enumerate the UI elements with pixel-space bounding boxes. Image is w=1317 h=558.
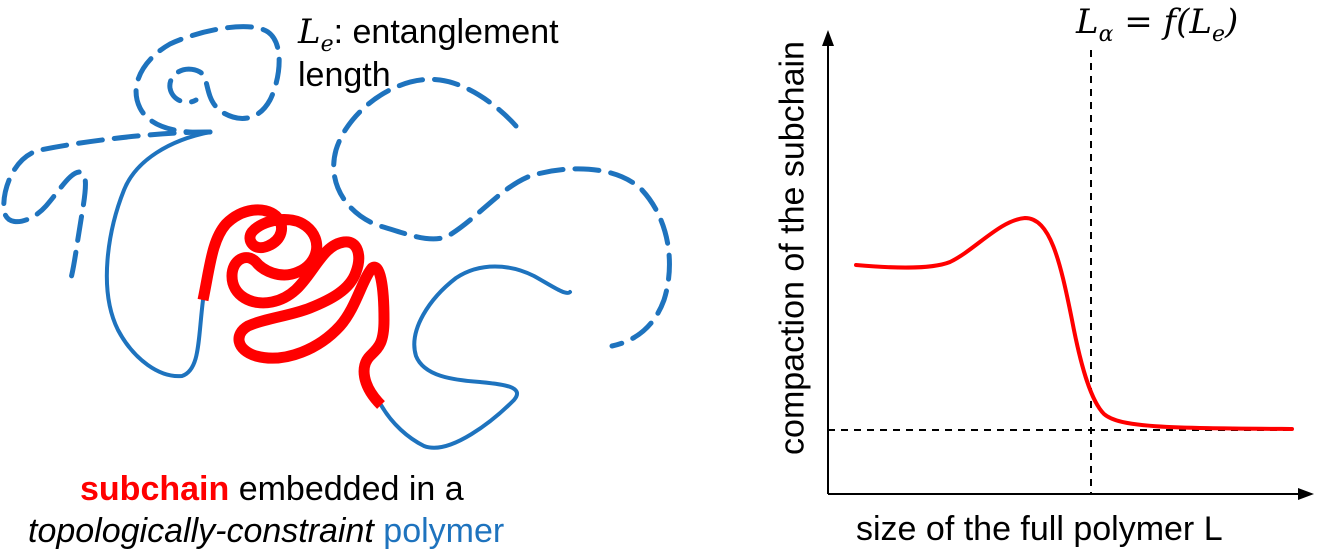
threshold-subscript: α [1098, 21, 1114, 47]
compaction-chart [822, 30, 1314, 500]
caption-subchain-word: subchain [80, 470, 230, 508]
caption-polymer-word: polymer [373, 512, 505, 550]
y-axis-arrow [822, 30, 834, 46]
polymer-diagram [1, 24, 672, 450]
y-axis-label: compaction of the subchain [773, 41, 812, 455]
threshold-subscript-2: e [1211, 21, 1225, 47]
threshold-close: ) [1225, 2, 1239, 42]
caption-line1-rest: embedded in a [229, 470, 464, 508]
dashed-polymer-loop-right [331, 76, 672, 349]
solid-polymer-left-strand [104, 130, 212, 379]
caption-topology-word: topologically-constraint [28, 512, 374, 550]
compaction-curve [854, 215, 1294, 431]
entanglement-length-label-line2: length [298, 56, 391, 94]
le-symbol: L [298, 12, 321, 52]
dashed-polymer-loop-top [133, 24, 282, 135]
threshold-equals: = f( [1113, 2, 1190, 42]
subchain-red [197, 204, 390, 409]
x-axis-label: size of the full polymer L [856, 510, 1223, 548]
solid-polymer-right-strand [379, 264, 572, 450]
le-subscript: e [320, 31, 334, 57]
x-axis-arrow [1298, 488, 1314, 500]
dashed-polymer-loop-left [1, 129, 213, 285]
threshold-label: Lα = f(Le) [1076, 2, 1238, 47]
entanglement-length-label: Le: entanglement [298, 12, 559, 57]
threshold-symbol: L [1076, 2, 1099, 42]
threshold-symbol-2: L [1189, 2, 1212, 42]
le-label-text: : entanglement [333, 13, 559, 51]
caption-line-2: topologically-constraint polymer [28, 512, 504, 551]
caption-line-1: subchain embedded in a [80, 470, 464, 509]
